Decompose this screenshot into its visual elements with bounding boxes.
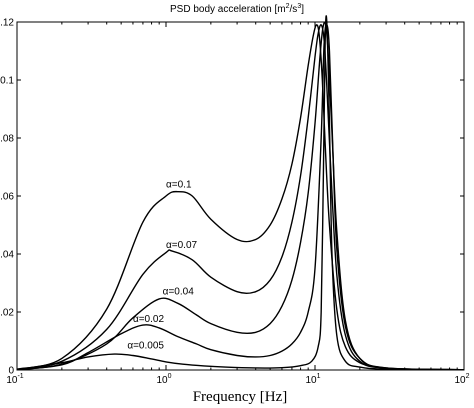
y-tick-label-3: 0.06 [0, 192, 14, 203]
y-tick-label-1: 0.02 [0, 308, 14, 319]
series-line-1 [16, 24, 465, 371]
x-axis-label: Frequency [Hz] [193, 389, 288, 405]
series-annotations: α=0.1 α=0.07 α=0.04 α=0.02 α=0.005 [127, 179, 197, 351]
y-tick-label-6: 0.12 [0, 18, 14, 29]
plot-area: 0 0.02 0.04 0.06 0.08 0.1 0.12 10-1 100 101 102 α… [0, 15, 470, 386]
x-tick-label-1: 100 [156, 373, 171, 386]
chart-title: PSD body acceleration [m2/s3] [170, 3, 304, 15]
axes-box [16, 21, 465, 371]
series-line-0 [16, 24, 465, 371]
y-tick-label-2: 0.04 [0, 250, 14, 261]
series-label-3: α=0.02 [133, 314, 165, 325]
series-line-2 [16, 21, 465, 371]
x-tick-label-0: 10-1 [6, 373, 23, 386]
y-tick-label-4: 0.08 [0, 134, 14, 145]
series-label-1: α=0.07 [166, 240, 198, 251]
series-line-4 [16, 15, 465, 371]
x-ticks: 10-1 100 101 102 [6, 22, 470, 386]
curves-group [16, 15, 465, 371]
series-label-2: α=0.04 [163, 287, 195, 298]
series-line-3 [16, 24, 465, 371]
y-ticks: 0 0.02 0.04 0.06 0.08 0.1 0.12 [0, 18, 464, 377]
y-tick-label-0: 0 [8, 366, 14, 377]
series-label-0: α=0.1 [166, 179, 192, 190]
x-tick-label-3: 102 [454, 373, 469, 386]
y-tick-label-5: 0.1 [0, 76, 14, 87]
series-label-4: α=0.005 [127, 340, 164, 351]
x-tick-label-2: 101 [305, 373, 320, 386]
